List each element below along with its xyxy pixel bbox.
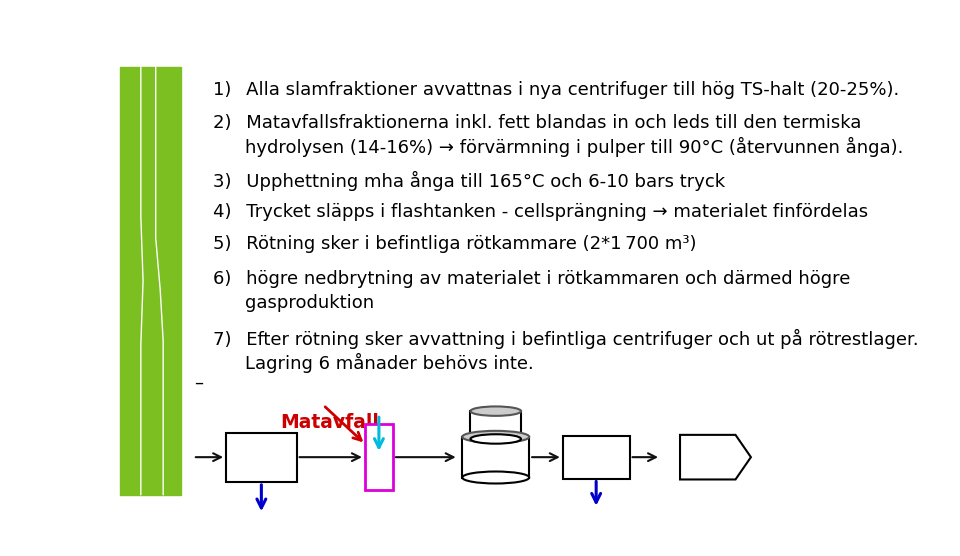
Text: gasproduktion: gasproduktion	[245, 295, 374, 312]
Bar	[470, 411, 521, 439]
Bar	[226, 433, 297, 482]
Text: –: –	[194, 374, 204, 391]
Text: 6)  högre nedbrytning av materialet i rötkammaren och därmed högre: 6) högre nedbrytning av materialet i röt…	[213, 271, 851, 289]
Bar	[463, 437, 528, 443]
Text: 3)  Upphettning mha ånga till 165°C och 6-10 bars tryck: 3) Upphettning mha ånga till 165°C och 6…	[213, 171, 725, 191]
Ellipse shape	[470, 406, 521, 416]
Text: hydrolysen (14-16%) → förvärmning i pulper till 90°C (återvunnen ånga).: hydrolysen (14-16%) → förvärmning i pulp…	[245, 137, 903, 157]
Ellipse shape	[463, 431, 529, 443]
Polygon shape	[680, 435, 751, 479]
Text: 4)  Trycket släpps i flashtanken - cellsprängning → materialet finfördelas: 4) Trycket släpps i flashtanken - cellsp…	[213, 203, 868, 221]
Bar	[120, 67, 181, 495]
Text: 5)  Rötning sker i befintliga rötkammare (2*1 700 m³): 5) Rötning sker i befintliga rötkammare …	[213, 235, 697, 252]
Text: 1)  Alla slamfraktioner avvattnas i nya centrifuger till hög TS-halt (20-25%).: 1) Alla slamfraktioner avvattnas i nya c…	[213, 81, 900, 100]
Text: 2)  Matavfallsfraktionerna inkl. fett blandas in och leds till den termiska: 2) Matavfallsfraktionerna inkl. fett bla…	[213, 114, 861, 132]
Bar	[365, 424, 393, 490]
Ellipse shape	[470, 434, 521, 444]
Ellipse shape	[463, 471, 529, 484]
Text: Matavfall: Matavfall	[280, 414, 379, 433]
Text: Lagring 6 månader behövs inte.: Lagring 6 månader behövs inte.	[245, 353, 534, 373]
Text: 7)  Efter rötning sker avvattning i befintliga centrifuger och ut på rötrestlage: 7) Efter rötning sker avvattning i befin…	[213, 329, 919, 350]
Bar	[463, 437, 529, 478]
Bar	[563, 436, 630, 479]
Bar	[471, 411, 520, 416]
